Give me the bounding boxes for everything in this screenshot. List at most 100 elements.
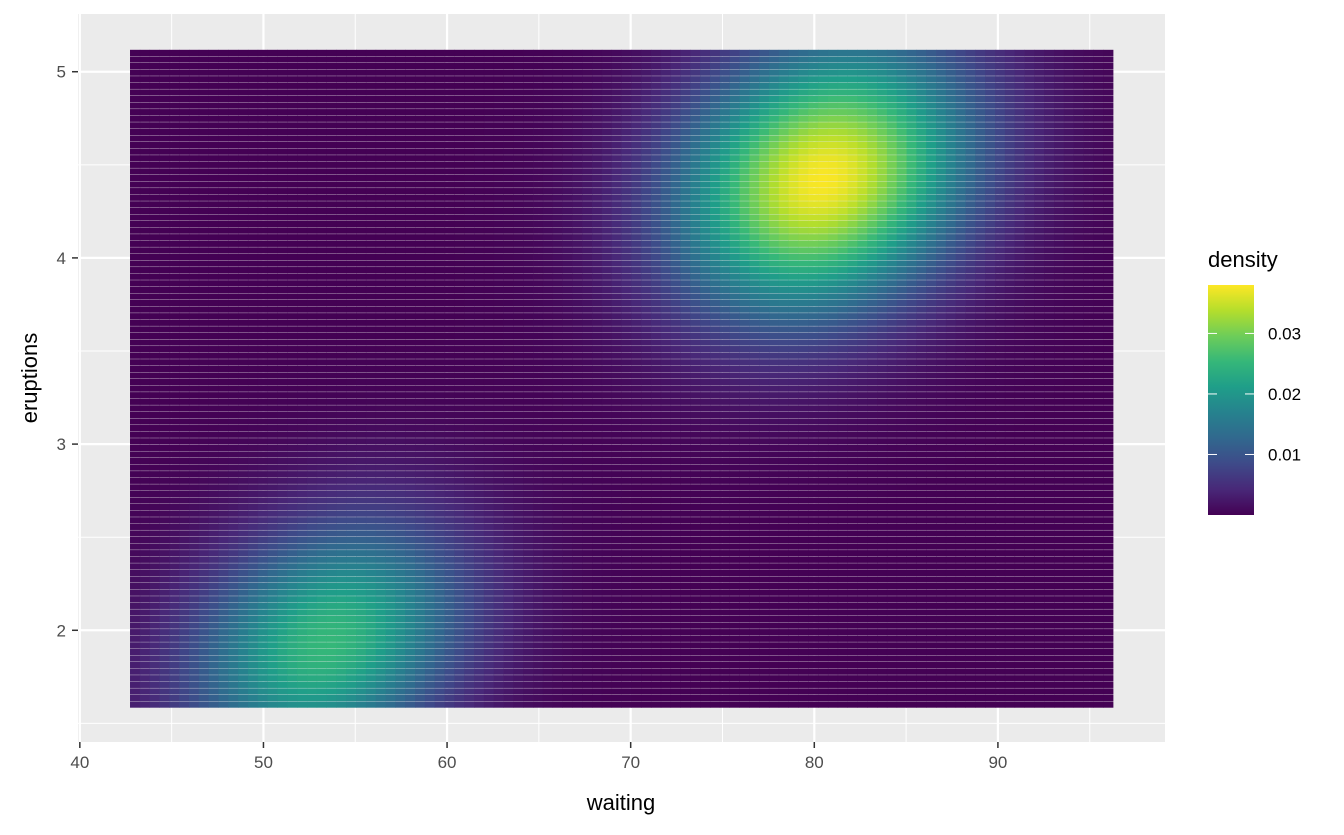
- heatmap-tile: [700, 557, 710, 563]
- heatmap-tile: [513, 642, 523, 648]
- heatmap-tile: [484, 590, 494, 596]
- heatmap-tile: [179, 392, 189, 398]
- heatmap-tile: [572, 497, 582, 503]
- heatmap-tile: [582, 629, 592, 635]
- heatmap-tile: [572, 701, 582, 707]
- heatmap-tile: [622, 524, 632, 530]
- heatmap-tile: [975, 451, 985, 457]
- heatmap-tile: [218, 616, 228, 622]
- heatmap-tile: [484, 478, 494, 484]
- heatmap-tile: [818, 405, 828, 411]
- heatmap-tile: [1074, 655, 1084, 661]
- heatmap-tile: [700, 622, 710, 628]
- heatmap-tile: [749, 405, 759, 411]
- heatmap-tile: [327, 432, 337, 438]
- heatmap-tile: [169, 563, 179, 569]
- heatmap-tile: [150, 590, 160, 596]
- heatmap-tile: [474, 563, 484, 569]
- heatmap-tile: [700, 379, 710, 385]
- heatmap-tile: [789, 379, 799, 385]
- heatmap-tile: [199, 445, 209, 451]
- heatmap-tile: [169, 603, 179, 609]
- heatmap-tile: [1093, 524, 1103, 530]
- heatmap-tile: [798, 458, 808, 464]
- heatmap-tile: [386, 688, 396, 694]
- heatmap-tile: [916, 412, 926, 418]
- heatmap-tile: [405, 563, 415, 569]
- heatmap-tile: [1054, 530, 1064, 536]
- heatmap-tile: [553, 655, 563, 661]
- heatmap-tile: [1015, 392, 1025, 398]
- heatmap-tile: [238, 583, 248, 589]
- heatmap-tile: [563, 405, 573, 411]
- heatmap-tile: [1005, 609, 1015, 615]
- heatmap-tile: [946, 616, 956, 622]
- heatmap-tile: [877, 484, 887, 490]
- heatmap-tile: [376, 386, 386, 392]
- heatmap-tile: [690, 379, 700, 385]
- heatmap-tile: [504, 682, 514, 688]
- heatmap-tile: [336, 550, 346, 556]
- heatmap-tile: [1015, 386, 1025, 392]
- heatmap-tile: [857, 609, 867, 615]
- heatmap-tile: [1093, 682, 1103, 688]
- heatmap-tile: [572, 451, 582, 457]
- heatmap-tile: [808, 379, 818, 385]
- heatmap-tile: [956, 557, 966, 563]
- heatmap-tile: [877, 682, 887, 688]
- heatmap-tile: [749, 695, 759, 701]
- heatmap-tile: [848, 392, 858, 398]
- heatmap-tile: [248, 590, 258, 596]
- heatmap-tile: [160, 484, 170, 490]
- heatmap-tile: [1044, 563, 1054, 569]
- heatmap-tile: [150, 636, 160, 642]
- heatmap-tile: [1074, 438, 1084, 444]
- heatmap-tile: [779, 669, 789, 675]
- heatmap-tile: [150, 497, 160, 503]
- heatmap-tile: [985, 504, 995, 510]
- heatmap-tile: [484, 471, 494, 477]
- heatmap-tile: [769, 511, 779, 517]
- heatmap-tile: [848, 543, 858, 549]
- heatmap-tile: [857, 563, 867, 569]
- heatmap-tile: [356, 445, 366, 451]
- heatmap-tile: [523, 412, 533, 418]
- heatmap-tile: [818, 412, 828, 418]
- heatmap-tile: [897, 701, 907, 707]
- heatmap-tile: [209, 596, 219, 602]
- heatmap-tile: [926, 596, 936, 602]
- heatmap-tile: [179, 511, 189, 517]
- heatmap-tile: [887, 517, 897, 523]
- heatmap-tile: [690, 563, 700, 569]
- heatmap-tile: [956, 695, 966, 701]
- heatmap-tile: [1044, 405, 1054, 411]
- heatmap-tile: [435, 465, 445, 471]
- heatmap-tile: [435, 451, 445, 457]
- heatmap-tile: [327, 504, 337, 510]
- heatmap-tile: [474, 458, 484, 464]
- heatmap-tile: [907, 642, 917, 648]
- heatmap-tile: [484, 550, 494, 556]
- heatmap-tile: [169, 524, 179, 530]
- heatmap-tile: [327, 465, 337, 471]
- heatmap-tile: [130, 669, 140, 675]
- heatmap-tile: [828, 478, 838, 484]
- heatmap-tile: [907, 550, 917, 556]
- heatmap-tile: [553, 517, 563, 523]
- heatmap-tile: [130, 557, 140, 563]
- heatmap-tile: [602, 603, 612, 609]
- heatmap-tile: [268, 478, 278, 484]
- heatmap-tile: [464, 695, 474, 701]
- heatmap-tile: [386, 438, 396, 444]
- heatmap-tile: [238, 669, 248, 675]
- heatmap-tile: [612, 478, 622, 484]
- heatmap-tile: [287, 504, 297, 510]
- heatmap-tile: [238, 511, 248, 517]
- heatmap-tile: [631, 399, 641, 405]
- heatmap-tile: [680, 570, 690, 576]
- heatmap-tile: [857, 379, 867, 385]
- heatmap-tile: [808, 432, 818, 438]
- heatmap-tile: [749, 386, 759, 392]
- heatmap-tile: [238, 616, 248, 622]
- heatmap-tile: [277, 557, 287, 563]
